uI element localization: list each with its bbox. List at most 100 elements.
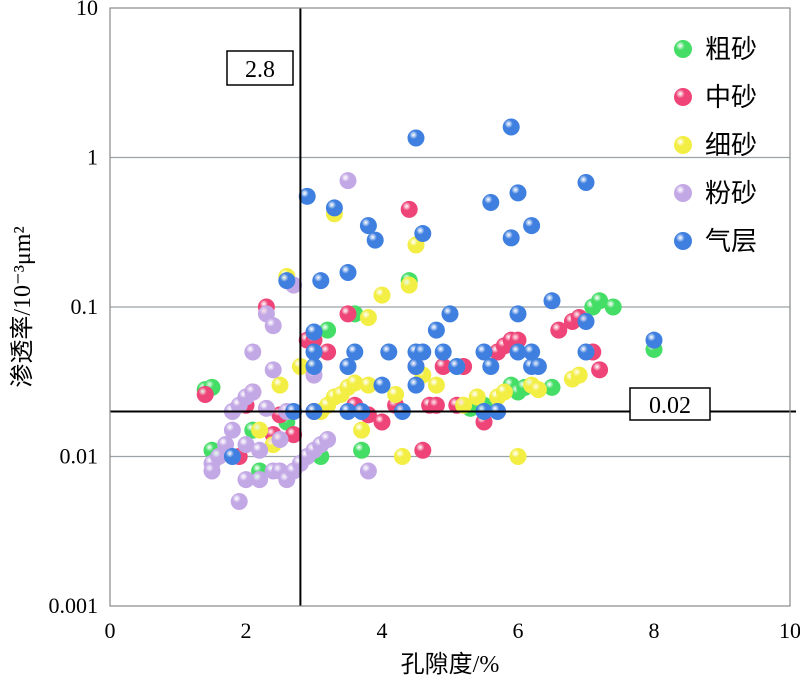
- data-points: [196, 118, 663, 511]
- data-point: [495, 383, 513, 401]
- data-point: [305, 323, 323, 341]
- series-气层: [223, 118, 663, 465]
- data-point: [400, 200, 418, 218]
- data-point: [353, 421, 371, 439]
- data-point: [325, 199, 343, 217]
- data-point: [543, 378, 561, 396]
- data-point: [393, 448, 411, 465]
- data-point: [244, 343, 262, 361]
- data-point: [509, 184, 527, 202]
- data-point: [285, 426, 303, 444]
- data-point: [414, 225, 432, 243]
- data-point: [244, 383, 262, 401]
- data-point: [407, 357, 425, 375]
- legend-label: 气层: [705, 227, 757, 256]
- x-tick-label: 2: [241, 618, 252, 643]
- legend-marker: [674, 136, 692, 154]
- data-point: [407, 129, 425, 147]
- x-tick-label: 4: [377, 618, 388, 643]
- legend-marker: [674, 184, 692, 202]
- legend-item: 粉砂: [674, 179, 757, 208]
- data-point: [339, 305, 357, 323]
- porosity-cutoff-label: 2.8: [245, 57, 275, 83]
- cutoff-lines: 2.8 0.02: [110, 8, 796, 606]
- data-point: [414, 343, 432, 361]
- data-point: [550, 321, 568, 339]
- data-point: [223, 448, 241, 465]
- data-point: [543, 292, 561, 310]
- data-point: [400, 276, 418, 294]
- data-point: [529, 357, 547, 375]
- data-point: [441, 305, 459, 323]
- data-point: [591, 361, 609, 379]
- data-point: [237, 471, 255, 489]
- legend-item: 细砂: [674, 131, 757, 160]
- data-point: [577, 174, 595, 192]
- data-point: [366, 231, 384, 249]
- x-tick-label: 6: [513, 618, 524, 643]
- data-point: [407, 376, 425, 394]
- legend-item: 气层: [674, 227, 757, 256]
- data-point: [196, 385, 214, 403]
- legend-label: 粗砂: [705, 35, 757, 64]
- legend-label: 粉砂: [705, 179, 757, 208]
- data-point: [251, 441, 269, 459]
- data-point: [509, 343, 527, 361]
- data-point: [509, 305, 527, 323]
- data-point: [502, 229, 520, 247]
- data-point: [577, 312, 595, 330]
- data-point: [319, 430, 337, 448]
- data-point: [529, 381, 547, 399]
- data-point: [359, 462, 377, 480]
- y-tick-label: 0.001: [49, 593, 99, 618]
- data-point: [346, 374, 364, 392]
- data-point: [604, 298, 622, 316]
- data-point: [482, 357, 500, 375]
- legend-item: 粗砂: [674, 35, 757, 64]
- data-point: [251, 471, 269, 489]
- data-point: [373, 286, 391, 304]
- data-point: [427, 396, 445, 414]
- data-point: [468, 388, 486, 406]
- y-tick-label: 1: [87, 145, 98, 170]
- data-point: [271, 430, 289, 448]
- data-point: [387, 385, 405, 403]
- legend-label: 细砂: [705, 131, 757, 160]
- data-point: [380, 343, 398, 361]
- data-point: [434, 343, 452, 361]
- legend-item: 中砂: [674, 83, 757, 112]
- data-point: [591, 292, 609, 310]
- data-point: [482, 194, 500, 212]
- data-point: [298, 187, 316, 205]
- data-point: [523, 343, 541, 361]
- permeability-cutoff-label: 0.02: [649, 393, 691, 419]
- data-point: [203, 462, 221, 480]
- data-point: [264, 361, 282, 379]
- x-axis-title: 孔隙度/%: [401, 651, 500, 678]
- data-point: [475, 343, 493, 361]
- data-point: [373, 413, 391, 431]
- data-point: [645, 331, 663, 349]
- y-tick-labels: 0.001 0.01 0.1 1 10: [49, 0, 99, 618]
- y-tick-label: 0.01: [60, 444, 99, 469]
- data-point: [353, 441, 371, 459]
- data-point: [502, 118, 520, 136]
- x-tick-labels: 0 2 4 6 8 10: [105, 618, 800, 643]
- legend-marker: [674, 88, 692, 106]
- porosity-cutoff-box: [226, 50, 294, 86]
- data-point: [427, 321, 445, 339]
- data-point: [305, 343, 323, 361]
- data-point: [339, 357, 357, 375]
- data-point: [509, 331, 527, 349]
- data-point: [230, 493, 248, 511]
- data-point: [346, 343, 364, 361]
- data-point: [414, 441, 432, 459]
- data-point: [312, 272, 330, 290]
- data-point: [223, 421, 241, 439]
- y-tick-label: 10: [76, 0, 98, 20]
- data-point: [305, 357, 323, 375]
- permeability-cutoff-box: [629, 387, 711, 421]
- data-point: [257, 399, 275, 417]
- legend-label: 中砂: [705, 83, 757, 112]
